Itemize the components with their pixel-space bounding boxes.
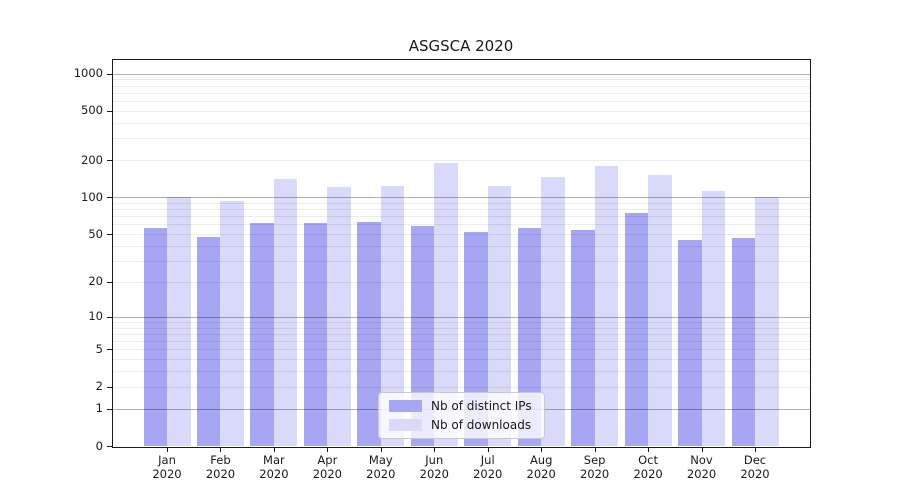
y-tick-label-0: 0 [95, 438, 103, 453]
x-tick-label-line: 2020 [473, 467, 503, 481]
x-tick-label-aug: Aug 2020 [513, 453, 569, 481]
x-tick-label-line: Mar [263, 453, 285, 467]
x-tick-label-line: 2020 [419, 467, 449, 481]
legend: Nb of distinct IPs Nb of downloads [378, 392, 545, 439]
y-tick-label-1000: 1000 [73, 66, 103, 80]
legend-item-downloads: Nb of downloads [389, 417, 532, 433]
y-tick-label-500: 500 [81, 103, 103, 118]
x-tick-label-line: 2020 [205, 467, 236, 481]
x-tick-label-line: 2020 [579, 467, 610, 481]
x-tick-label-line: Nov [690, 453, 713, 467]
x-tick-label-line: 2020 [366, 467, 396, 481]
x-tick-label-may: May 2020 [353, 453, 409, 481]
x-tick-label-line: 2020 [152, 467, 182, 481]
x-tick-label-mar: Mar 2020 [246, 453, 302, 481]
legend-item-distinct-ips: Nb of distinct IPs [389, 398, 532, 414]
x-tick-label-jul: Jul 2020 [460, 453, 516, 481]
x-tick-label-line: Sep [583, 453, 606, 467]
y-tick-label-200: 200 [81, 152, 103, 167]
legend-swatch-downloads [389, 419, 422, 431]
x-tick-label-dec: Dec 2020 [727, 453, 783, 481]
x-tick-label-line: 2020 [259, 467, 289, 481]
x-tick-label-line: Oct [638, 453, 659, 467]
legend-swatch-distinct-ips [389, 400, 422, 412]
x-tick-label-line: 2020 [740, 467, 770, 481]
y-tick-label-1: 1 [95, 401, 103, 416]
x-tick-label-line: Feb [210, 453, 231, 467]
legend-label-downloads: Nb of downloads [431, 418, 532, 432]
plot-area [112, 59, 811, 448]
x-tick-label-feb: Feb 2020 [192, 453, 248, 481]
x-tick-label-line: Jan [158, 453, 176, 467]
x-tick-label-line: Jul [480, 453, 495, 467]
x-tick-label-jan: Jan 2020 [139, 453, 195, 481]
x-tick-label-line: May [368, 453, 393, 467]
y-tick-label-5: 5 [95, 341, 103, 356]
x-tick-label-jun: Jun 2020 [406, 453, 462, 481]
x-tick-label-line: Jun [425, 453, 444, 467]
y-tick-label-2: 2 [95, 379, 103, 394]
legend-label-distinct-ips: Nb of distinct IPs [431, 399, 532, 413]
x-tick-label-line: 2020 [686, 467, 717, 481]
chart-title: ASGSCA 2020 [408, 37, 514, 55]
x-tick-label-line: Apr [317, 453, 338, 467]
x-tick-label-nov: Nov 2020 [674, 453, 730, 481]
y-tick-label-10: 10 [88, 309, 103, 324]
x-tick-label-oct: Oct 2020 [620, 453, 676, 481]
x-tick-label-line: Aug [529, 453, 553, 467]
y-tick-label-100: 100 [81, 189, 103, 204]
x-tick-label-line: 2020 [526, 467, 556, 481]
x-tick-label-line: Dec [743, 453, 767, 467]
x-tick-label-line: 2020 [312, 467, 342, 481]
x-tick-label-sep: Sep 2020 [567, 453, 623, 481]
y-tick-label-20: 20 [88, 274, 103, 289]
x-tick-label-line: 2020 [633, 467, 663, 481]
x-tick-label-apr: Apr 2020 [299, 453, 355, 481]
y-tick-label-50: 50 [88, 226, 103, 241]
